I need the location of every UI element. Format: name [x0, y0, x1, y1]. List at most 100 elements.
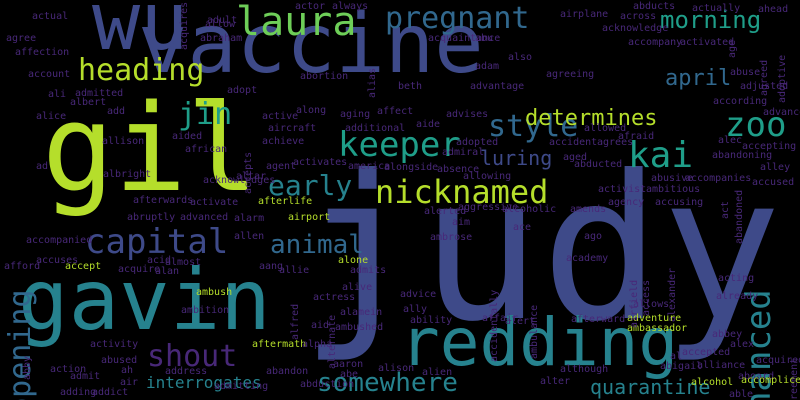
cloud-word-aim: aim	[452, 217, 471, 228]
cloud-word-nicknamed: nicknamed	[375, 173, 549, 211]
cloud-word-adjusted: adjusted	[740, 81, 789, 92]
cloud-word-abused: abused	[101, 355, 138, 366]
cloud-word-aggressive: aggressive	[458, 202, 519, 213]
cloud-word-afford: afford	[4, 261, 41, 272]
cloud-word-achieve: achieve	[262, 136, 305, 147]
cloud-word-afterward: afterward	[571, 314, 626, 325]
cloud-word-ally: ally	[403, 304, 428, 315]
cloud-word-afterwards: afterwards	[133, 195, 194, 206]
cloud-word-allow: allow	[205, 19, 236, 30]
cloud-word-amends: amends	[570, 204, 607, 215]
cloud-word-age: age	[727, 39, 738, 58]
cloud-word-determines: determines	[525, 106, 658, 131]
cloud-word-adult: adult	[207, 15, 238, 26]
cloud-word-early: early	[268, 169, 353, 202]
cloud-word-alley: alley	[760, 162, 791, 173]
cloud-word-agency: agency	[608, 197, 645, 208]
cloud-word-abandoned: abandoned	[734, 189, 745, 244]
cloud-word-gil: gil	[42, 80, 259, 219]
cloud-word-happening: happening	[3, 289, 38, 400]
cloud-word-alias: alias	[367, 67, 378, 98]
cloud-word-adopt: adopt	[227, 85, 258, 96]
cloud-word-aged: aged	[563, 152, 588, 163]
cloud-word-wu: wu	[92, 0, 189, 68]
cloud-word-aide: aide	[416, 119, 441, 130]
cloud-word-abe: abe	[340, 369, 359, 380]
cloud-word-alerted: alerted	[424, 206, 467, 217]
cloud-word-activated: activated	[680, 37, 735, 48]
cloud-word-airport: airport	[288, 212, 331, 223]
cloud-word-luring: luring	[480, 146, 553, 170]
cloud-word-agent: agent	[266, 161, 297, 172]
cloud-word-air: air	[120, 377, 139, 388]
cloud-word-beth: beth	[398, 81, 423, 92]
cloud-word-act: act	[720, 200, 731, 219]
cloud-word-zoo: zoo	[725, 105, 787, 145]
cloud-word-active: active	[262, 111, 299, 122]
cloud-word-adam: adam	[475, 61, 500, 72]
cloud-word-almost: almost	[165, 257, 202, 268]
cloud-word-able: able	[729, 389, 754, 400]
cloud-word-abusive: abusive	[651, 173, 694, 184]
cloud-word-admitted: admitted	[75, 88, 124, 99]
cloud-word-allowed: allowed	[584, 123, 627, 134]
cloud-word-actual: actual	[32, 11, 69, 22]
cloud-word-african: african	[185, 144, 228, 155]
cloud-word-abby: abby	[22, 355, 33, 380]
cloud-word-advice: advice	[400, 289, 437, 300]
cloud-word-agrees: agrees	[597, 137, 634, 148]
cloud-word-al: al	[670, 351, 683, 362]
cloud-word-adopted: adopted	[456, 137, 499, 148]
cloud-word-abu: abu	[475, 33, 494, 44]
cloud-word-alpha: alpha	[302, 339, 333, 350]
cloud-word-ad: ad	[36, 161, 49, 172]
cloud-word-admit: admit	[70, 371, 101, 382]
cloud-word-accompanies: accompanies	[685, 173, 752, 184]
cloud-word-accept: accept	[65, 261, 102, 272]
cloud-word-abbey: abbey	[712, 329, 743, 340]
cloud-word-abigail: abigail	[660, 361, 703, 372]
cloud-word-april: april	[665, 66, 732, 91]
cloud-word-alcoholic: alcoholic	[502, 204, 557, 215]
cloud-word-affection: affection	[15, 47, 70, 58]
cloud-word-advises: advises	[446, 109, 489, 120]
cloud-word-allie: allie	[279, 265, 310, 276]
cloud-word-accepting: accepting	[742, 141, 797, 152]
cloud-word-across: across	[620, 11, 657, 22]
cloud-word-accused: accused	[752, 177, 795, 188]
cloud-word-acquired: acquired	[756, 355, 800, 366]
cloud-word-agreeing: agreeing	[546, 69, 595, 80]
cloud-word-allows: allows	[633, 299, 670, 310]
cloud-word-heading: heading	[78, 53, 205, 88]
cloud-word-aftermath: aftermath	[252, 339, 307, 350]
cloud-word-ambush: ambush	[196, 287, 233, 298]
cloud-word-keeper: keeper	[338, 125, 461, 165]
cloud-word-capital: capital	[85, 222, 229, 262]
cloud-word-alamein: alamein	[340, 307, 383, 318]
cloud-word-alcohol: alcohol	[691, 377, 734, 388]
cloud-word-address: address	[165, 366, 208, 377]
cloud-word-affect: affect	[377, 106, 414, 117]
cloud-word-alfred: alfred	[290, 303, 301, 340]
cloud-word-advantage: advantage	[470, 81, 525, 92]
cloud-word-accuses: accuses	[36, 255, 79, 266]
cloud-word-quarantine: quarantine	[590, 375, 711, 399]
cloud-word-alice: alice	[36, 111, 67, 122]
cloud-word-ambulance: ambulance	[529, 304, 540, 359]
cloud-word-allison: allison	[102, 136, 145, 147]
cloud-word-acquaintance: acquaintance	[428, 33, 501, 44]
cloud-word-america: america	[348, 161, 391, 172]
cloud-word-alter: alter	[540, 376, 571, 387]
cloud-word-affair: affair	[482, 313, 519, 324]
cloud-word-admitting: admitting	[214, 381, 269, 392]
cloud-word-abduction: abduction	[300, 379, 355, 390]
cloud-word-acknowledge: acknowledge	[602, 23, 669, 34]
cloud-word-also: also	[508, 52, 533, 63]
cloud-word-acknowledges: acknowledges	[203, 175, 276, 186]
cloud-word-ambushed: ambushed	[335, 322, 384, 333]
cloud-word-agree: agree	[6, 33, 37, 44]
cloud-word-gavin: gavin	[18, 251, 271, 349]
cloud-word-alliance: alliance	[697, 360, 746, 371]
cloud-word-abortion: abortion	[300, 71, 349, 82]
cloud-word-additional: additional	[345, 123, 406, 134]
